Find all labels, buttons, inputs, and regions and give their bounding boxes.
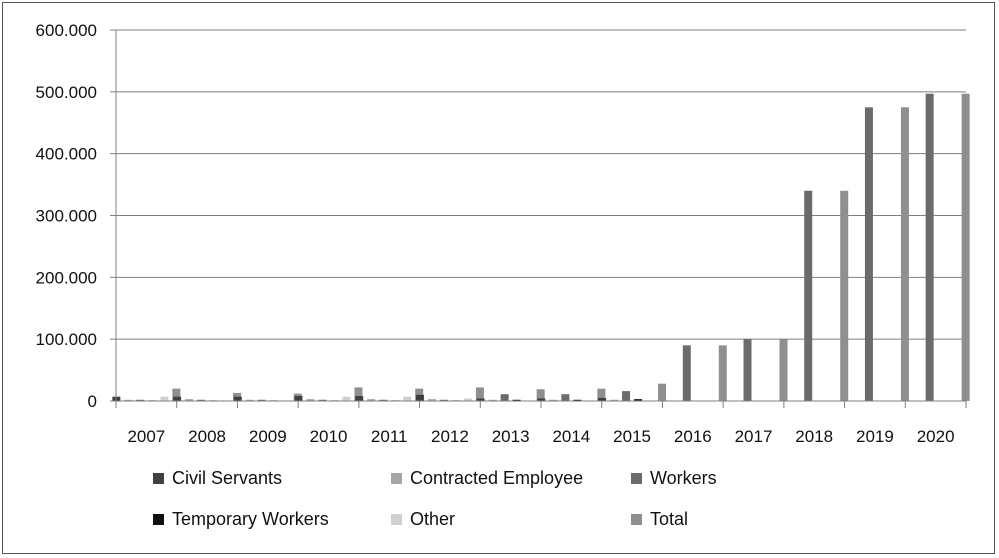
bar-contracted-employee-2015 [610, 399, 619, 401]
bar-workers-2017 [743, 339, 752, 401]
bar-civil-servants-2009 [233, 396, 242, 401]
legend-label: Temporary Workers [172, 509, 329, 529]
bar-workers-2016 [682, 345, 691, 401]
bar-workers-2020 [925, 93, 934, 402]
bar-temporary-workers-2013 [512, 399, 521, 401]
legend-label: Workers [650, 468, 717, 488]
bar-total-2014 [597, 388, 606, 401]
gridlines [116, 29, 966, 340]
y-axis-tick-labels: 0 100.000 200.000 300.000 400.000 500.000 600.… [36, 21, 97, 411]
legend-swatch-other [391, 514, 402, 525]
bar-workers-2008 [197, 399, 206, 401]
legend-swatch-total [631, 514, 642, 525]
bar-other-2007 [160, 396, 169, 401]
bar-contracted-employee-2010 [306, 399, 315, 401]
x-tick-label: 2008 [188, 427, 226, 446]
bar-civil-servants-2011 [355, 396, 364, 401]
bar-civil-servants-2015 [598, 397, 607, 401]
bar-total-2011 [415, 388, 424, 401]
bar-civil-servants-2008 [173, 396, 182, 401]
bar-total-2018 [840, 190, 849, 401]
bar-total-2017 [779, 339, 788, 401]
bar-workers-2012 [439, 399, 448, 401]
bar-workers-2010 [318, 399, 327, 401]
legend-label: Other [410, 509, 455, 529]
legend-swatch-civil-servants [153, 473, 164, 484]
bar-workers-2011 [379, 399, 388, 401]
x-tick-label: 2015 [613, 427, 651, 446]
bar-workers-2018 [804, 190, 813, 401]
bar-workers-2019 [864, 107, 873, 402]
bar-total-2015 [658, 383, 667, 401]
x-tick-label: 2010 [310, 427, 348, 446]
legend-swatch-workers [631, 473, 642, 484]
bar-total-2020 [961, 93, 970, 402]
bar-workers-2009 [257, 399, 266, 401]
bar-contracted-employee-2011 [367, 399, 376, 401]
y-tick-label: 400.000 [36, 145, 97, 164]
bar-total-2016 [718, 345, 727, 401]
x-tick-label: 2011 [371, 427, 408, 446]
y-tick-label: 200.000 [36, 268, 97, 287]
x-tick-label: 2013 [492, 427, 530, 446]
axes [110, 29, 967, 408]
bar-other-2010 [342, 396, 351, 401]
y-tick-label: 300.000 [36, 207, 97, 226]
y-tick-label: 100.000 [36, 330, 97, 349]
bar-temporary-workers-2014 [573, 399, 582, 401]
bar-civil-servants-2013 [476, 398, 485, 401]
x-tick-label: 2016 [674, 427, 712, 446]
x-tick-label: 2014 [552, 427, 590, 446]
y-tick-label: 600.000 [36, 21, 97, 40]
bar-total-2012 [475, 387, 484, 401]
legend-label: Total [650, 509, 688, 529]
bar-workers-2015 [622, 391, 631, 401]
x-tick-label: 2019 [856, 427, 894, 446]
legend: Civil Servants Contracted Employee Workers… [153, 468, 717, 529]
bar-civil-servants-2010 [294, 396, 303, 401]
bar-contracted-employee-2012 [427, 399, 436, 401]
y-tick-label: 500.000 [36, 83, 97, 102]
bar-total-2010 [354, 387, 363, 401]
y-tick-label: 0 [88, 392, 97, 411]
bar-contracted-employee-2008 [185, 399, 194, 401]
bars [112, 93, 970, 402]
bar-civil-servants-2014 [537, 398, 546, 401]
bar-workers-2007 [136, 399, 145, 401]
x-tick-label: 2007 [127, 427, 165, 446]
x-tick-label: 2012 [431, 427, 469, 446]
bar-workers-2014 [561, 394, 570, 401]
bar-other-2012 [463, 398, 472, 401]
x-axis-tick-labels: 2007 2008 2009 2010 2011 2012 2013 2014 2015 2016… [127, 427, 954, 446]
legend-swatch-temporary-workers [153, 514, 164, 525]
bar-contracted-employee-2007 [124, 399, 133, 401]
x-tick-label: 2009 [249, 427, 287, 446]
x-tick-label: 2018 [795, 427, 833, 446]
bar-temporary-workers-2015 [634, 399, 643, 401]
bar-workers-2013 [500, 394, 509, 401]
bar-total-2007 [172, 388, 181, 401]
bar-total-2019 [900, 107, 909, 402]
bar-civil-servants-2012 [415, 394, 424, 401]
x-tick-label: 2017 [735, 427, 773, 446]
bar-contracted-employee-2013 [488, 399, 497, 401]
bar-contracted-employee-2009 [245, 399, 254, 401]
x-tick-label: 2020 [917, 427, 955, 446]
legend-swatch-contracted-employee [391, 473, 402, 484]
bar-total-2013 [536, 389, 545, 401]
legend-label: Contracted Employee [410, 468, 583, 488]
legend-label: Civil Servants [172, 468, 282, 488]
bar-other-2011 [403, 396, 412, 401]
bar-contracted-employee-2014 [549, 399, 558, 401]
